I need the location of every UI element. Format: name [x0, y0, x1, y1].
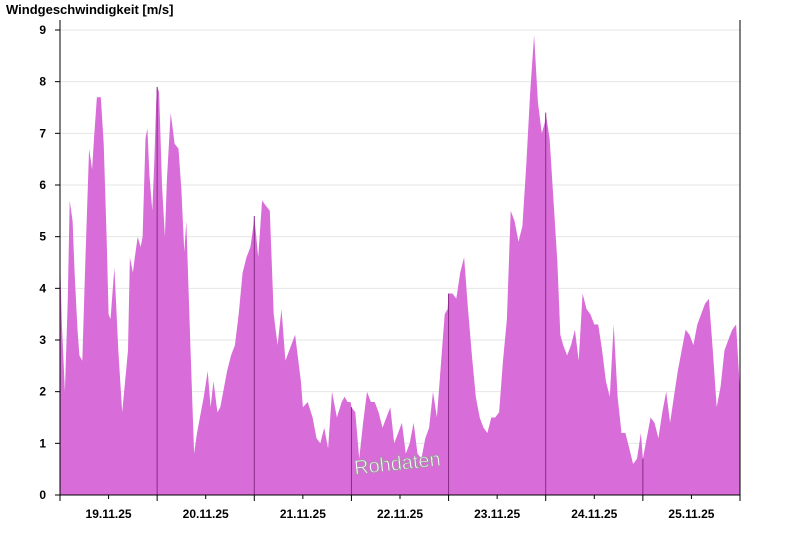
y-tick-label: 5 [39, 230, 46, 244]
x-tick-label: 24.11.25 [571, 507, 617, 521]
x-tick-label: 25.11.25 [668, 507, 714, 521]
y-tick-label: 3 [39, 333, 46, 347]
y-tick-label: 2 [39, 385, 46, 399]
y-tick-label: 4 [39, 281, 46, 295]
y-tick-label: 0 [39, 488, 46, 502]
x-tick-label: 20.11.25 [183, 507, 229, 521]
x-tick-label: 19.11.25 [86, 507, 132, 521]
x-tick-label: 21.11.25 [280, 507, 326, 521]
y-axis-ticks: 0 1 2 3 4 5 6 7 8 9 [39, 23, 60, 502]
x-tick-label: 23.11.25 [474, 507, 520, 521]
wind-speed-area [60, 35, 740, 495]
y-tick-label: 1 [39, 436, 46, 450]
y-tick-label: 9 [39, 23, 46, 37]
x-tick-label: 22.11.25 [377, 507, 423, 521]
x-axis-ticks: 19.11.25 20.11.25 21.11.25 22.11.25 23.11.25… [59, 495, 741, 521]
chart-title: Windgeschwindigkeit [m/s] [6, 2, 174, 17]
y-tick-label: 6 [39, 178, 46, 192]
day-separators [156, 86, 644, 495]
y-tick-label: 8 [39, 75, 46, 89]
y-tick-label: 7 [39, 126, 46, 140]
data-area [60, 35, 740, 495]
